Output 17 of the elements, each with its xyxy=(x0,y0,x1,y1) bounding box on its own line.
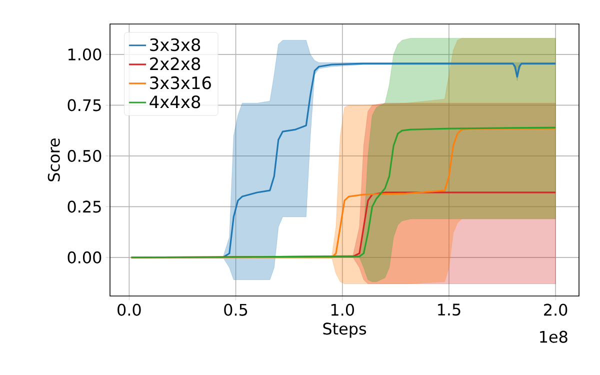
legend-label: 3x3x8 xyxy=(150,38,200,52)
x-tick-label: 1.0 xyxy=(331,304,354,316)
legend-label: 4x4x8 xyxy=(150,95,200,108)
legend-label: 3x3x16 xyxy=(150,76,211,90)
legend-label: 2x2x8 xyxy=(150,57,200,70)
y-tick-label: 0.50 xyxy=(68,150,102,162)
y-tick-label: 0.25 xyxy=(68,200,101,213)
x-axis-title: Steps xyxy=(323,322,366,338)
x-tick-label: 1.5 xyxy=(438,304,460,316)
y-tick-label: 1.00 xyxy=(68,48,102,60)
y-tick-label: 0.75 xyxy=(68,99,101,112)
x-tick-label: 0.0 xyxy=(118,304,141,316)
text: 1e8 xyxy=(540,330,568,343)
y-tick-label: 0.00 xyxy=(68,251,102,264)
x-tick-label: 2.0 xyxy=(544,304,568,316)
x-tick-label: 0.5 xyxy=(224,304,248,316)
y-axis-title: Score xyxy=(48,138,60,182)
